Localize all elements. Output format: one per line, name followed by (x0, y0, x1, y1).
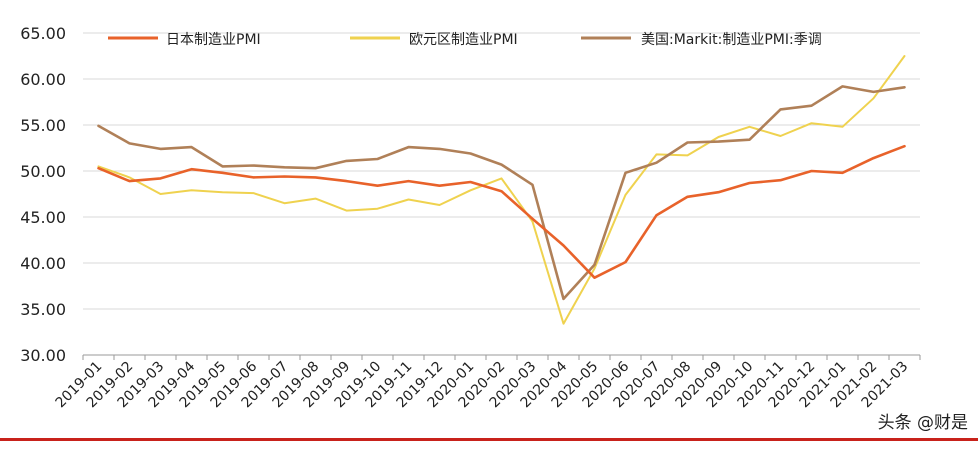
series-line-1 (97, 55, 906, 325)
y-tick-label: 60.00 (20, 70, 66, 89)
y-tick-label: 40.00 (20, 254, 66, 273)
series-line-0 (97, 144, 906, 280)
series-line-2 (97, 85, 906, 301)
legend: 日本制造业PMI 欧元区制造业PMI 美国:Markit:制造业PMI:季调 (108, 32, 822, 48)
y-tick-label: 65.00 (20, 24, 66, 43)
gridlines (83, 32, 920, 310)
legend-label: 欧元区制造业PMI (409, 32, 518, 48)
y-axis-ticks: 30.00 35.00 40.00 45.00 50.00 55.00 60.00 65.00 (20, 24, 66, 365)
series-lines (97, 55, 906, 325)
y-tick-label: 30.00 (20, 346, 66, 365)
y-tick-label: 50.00 (20, 162, 66, 181)
legend-label: 美国:Markit:制造业PMI:季调 (641, 32, 822, 48)
y-tick-label: 45.00 (20, 208, 66, 227)
y-tick-label: 35.00 (20, 300, 66, 319)
watermark-text: 头条 @财是 (878, 413, 968, 433)
y-tick-label: 55.00 (20, 116, 66, 135)
x-axis-ticks: 2019-012019-022019-032019-042019-052019-… (53, 355, 921, 411)
bottom-rule (0, 438, 978, 441)
legend-label: 日本制造业PMI (166, 32, 261, 48)
